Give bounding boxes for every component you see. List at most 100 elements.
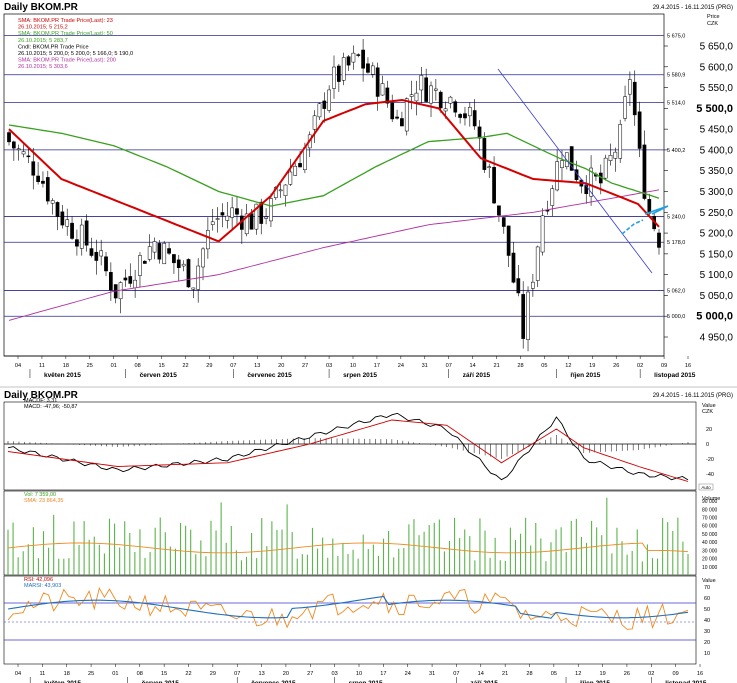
candle-body[interactable] [16, 148, 21, 150]
candle-body[interactable] [12, 141, 16, 149]
candle-body[interactable] [492, 167, 496, 204]
candle-body[interactable] [142, 260, 147, 264]
candle-body[interactable] [259, 201, 264, 224]
candle-body[interactable] [346, 56, 351, 66]
candle-body[interactable] [448, 96, 453, 104]
candle-body[interactable] [283, 184, 288, 197]
candle-body[interactable] [501, 217, 506, 227]
candle-body[interactable] [453, 101, 458, 113]
candle-body[interactable] [235, 208, 239, 215]
candle-body[interactable] [41, 180, 45, 184]
candle-body[interactable] [341, 57, 346, 81]
candle-body[interactable] [555, 161, 559, 191]
candle-body[interactable] [31, 161, 36, 176]
candle-body[interactable] [584, 185, 589, 195]
macd-auto-tag[interactable]: Auto [701, 485, 711, 490]
candle-body[interactable] [472, 110, 477, 127]
candle-body[interactable] [400, 118, 404, 127]
candle-body[interactable] [210, 221, 215, 225]
candle-body[interactable] [511, 252, 516, 283]
candle-body[interactable] [647, 199, 652, 214]
candle-body[interactable] [516, 278, 521, 294]
candle-body[interactable] [608, 155, 613, 161]
candle-body[interactable] [589, 167, 593, 197]
candle-body[interactable] [535, 246, 540, 281]
candle-body[interactable] [603, 157, 608, 179]
candle-body[interactable] [230, 207, 234, 218]
candle-body[interactable] [467, 107, 472, 117]
candle-body[interactable] [225, 215, 230, 221]
candle-body[interactable] [298, 163, 302, 168]
trend-line[interactable] [497, 68, 653, 274]
candle-body[interactable] [312, 115, 317, 130]
candle-body[interactable] [429, 85, 433, 104]
candle-body[interactable] [642, 144, 647, 199]
candle-body[interactable] [244, 213, 249, 235]
candle-body[interactable] [84, 220, 89, 246]
candle-body[interactable] [322, 100, 327, 109]
candle-body[interactable] [50, 200, 55, 204]
candle-body[interactable] [540, 215, 545, 253]
candle-body[interactable] [191, 287, 196, 290]
candle-body[interactable] [487, 166, 492, 168]
candle-body[interactable] [55, 202, 60, 217]
candle-body[interactable] [618, 124, 623, 159]
candle-body[interactable] [443, 108, 448, 112]
candle-body[interactable] [176, 259, 181, 268]
candle-body[interactable] [288, 171, 293, 185]
candle-body[interactable] [613, 151, 618, 159]
candle-body[interactable] [404, 98, 409, 132]
candle-body[interactable] [172, 254, 176, 264]
candle-body[interactable] [531, 281, 535, 289]
candle-body[interactable] [36, 175, 40, 183]
candle-body[interactable] [75, 239, 79, 247]
candle-body[interactable] [264, 216, 268, 219]
candle-body[interactable] [521, 294, 526, 339]
candle-body[interactable] [458, 114, 462, 118]
candle-body[interactable] [361, 49, 365, 69]
candle-body[interactable] [550, 188, 555, 206]
candle-body[interactable] [7, 132, 11, 143]
candle-body[interactable] [332, 66, 336, 89]
candle-body[interactable] [104, 256, 108, 272]
candle-body[interactable] [317, 103, 322, 118]
candle-body[interactable] [370, 65, 375, 75]
candle-body[interactable] [220, 212, 225, 216]
candle-body[interactable] [385, 87, 390, 104]
candle-body[interactable] [293, 165, 298, 176]
candle-body[interactable] [128, 276, 133, 284]
candle-body[interactable] [438, 91, 443, 109]
candle-body[interactable] [337, 65, 341, 82]
candle-body[interactable] [463, 113, 467, 119]
candle-body[interactable] [109, 272, 113, 291]
candle-body[interactable] [409, 94, 414, 97]
candle-body[interactable] [419, 75, 424, 91]
candle-body[interactable] [167, 248, 171, 254]
candle-body[interactable] [45, 177, 50, 202]
candle-body[interactable] [65, 219, 70, 227]
candle-body[interactable] [560, 160, 564, 168]
candle-body[interactable] [201, 248, 205, 268]
candle-body[interactable] [390, 102, 395, 120]
candle-body[interactable] [186, 259, 191, 288]
candle-body[interactable] [526, 291, 530, 340]
candle-body[interactable] [123, 277, 128, 281]
candle-body[interactable] [414, 92, 419, 102]
candle-body[interactable] [482, 138, 487, 170]
candle-body[interactable] [181, 263, 186, 267]
candle-body[interactable] [26, 155, 31, 158]
candle-body[interactable] [380, 83, 385, 96]
candle-body[interactable] [162, 243, 167, 265]
candle-body[interactable] [303, 147, 307, 171]
candle-body[interactable] [356, 54, 361, 56]
candle-body[interactable] [278, 189, 283, 192]
candle-body[interactable] [375, 67, 380, 97]
candle-body[interactable] [569, 146, 574, 171]
candle-body[interactable] [623, 96, 627, 119]
candle-body[interactable] [497, 205, 501, 216]
candle-body[interactable] [395, 116, 399, 119]
candle-body[interactable] [206, 230, 210, 250]
candle-body[interactable] [637, 111, 642, 149]
candle-body[interactable] [327, 89, 331, 111]
candle-body[interactable] [434, 88, 438, 91]
